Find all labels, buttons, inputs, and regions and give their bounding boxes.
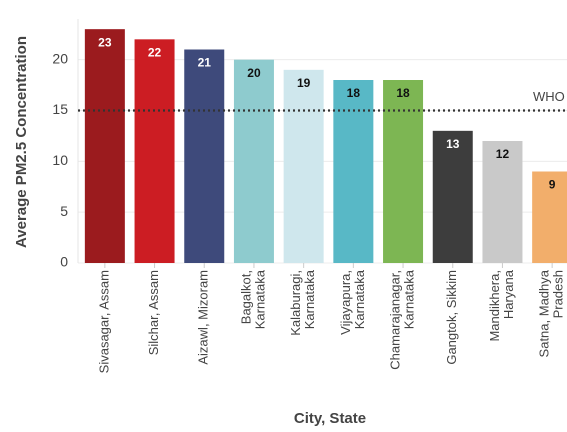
x-tick-label: Chamarajanagar,: [387, 270, 402, 370]
bar: [84, 29, 125, 263]
value-label: 9: [549, 178, 556, 192]
bar: [184, 49, 225, 263]
value-label: 21: [198, 56, 212, 70]
x-tick-label: Mandikhera,: [487, 270, 502, 342]
x-tick-label: Sivasagar, Assam: [96, 270, 111, 373]
x-tick-label: Silchar, Assam: [146, 270, 161, 355]
reference-label: WHO: [533, 89, 565, 104]
value-label: 18: [396, 86, 410, 100]
value-label: 22: [148, 46, 162, 60]
bar: [283, 69, 324, 263]
x-tick-label: Pradesh: [551, 270, 566, 318]
bar: [233, 59, 274, 263]
y-tick-label: 5: [60, 203, 68, 219]
bar: [134, 39, 175, 264]
value-label: 19: [297, 76, 311, 90]
x-tick-label: Karnataka: [352, 269, 367, 329]
value-label: 12: [496, 147, 510, 161]
x-tick-label: Gangtok, Sikkim: [444, 270, 459, 365]
x-tick-label: Karnataka: [302, 269, 317, 329]
value-label: 20: [247, 66, 261, 80]
x-tick-label: Karnataka: [252, 269, 267, 329]
x-tick-label: Kalaburagi,: [288, 270, 303, 336]
bar: [333, 80, 374, 263]
bar: [383, 80, 424, 263]
x-axis-label: City, State: [294, 410, 366, 427]
value-label: 13: [446, 137, 460, 151]
x-tick-label: Vijayapura,: [338, 270, 353, 335]
value-label: 23: [98, 35, 112, 49]
y-tick-label: 0: [60, 254, 68, 270]
x-tick-label: Karnataka: [401, 269, 416, 329]
x-tick-label: Bagalkot,: [238, 270, 253, 324]
y-axis-label: Average PM2.5 Concentration: [13, 36, 30, 248]
x-tick-label: Aizawl, Mizoram: [196, 270, 211, 365]
x-tick-label: Satna, Madhya: [537, 269, 552, 357]
bar: [432, 130, 473, 263]
y-tick-label: 20: [52, 50, 68, 66]
y-tick-label: 15: [52, 101, 68, 117]
bar: [482, 141, 523, 263]
bar: [532, 171, 567, 263]
value-label: 18: [347, 86, 361, 100]
y-tick-label: 10: [52, 152, 68, 168]
x-tick-label: Haryana: [501, 269, 516, 319]
